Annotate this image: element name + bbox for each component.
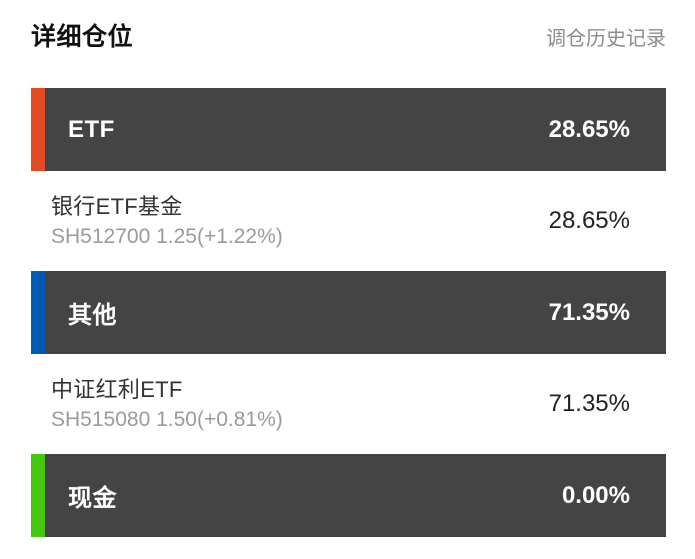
panel-content: 详细仓位 调仓历史记录 ETF 28.65% 银行ETF基金 SH512700 1.2… <box>31 0 666 537</box>
category-row: 其他 71.35% <box>31 271 666 354</box>
holding-detail: SH512700 1.25(+1.22%) <box>51 224 283 248</box>
holding-detail: SH515080 1.50(+0.81%) <box>51 407 283 431</box>
category-label: 现金 <box>68 485 117 512</box>
holding-text: 银行ETF基金 SH512700 1.25(+1.22%) <box>51 192 283 251</box>
positions-table: ETF 28.65% 银行ETF基金 SH512700 1.25(+1.22%) 28.… <box>31 88 666 537</box>
category-label: ETF <box>68 115 115 143</box>
accent-bar <box>31 271 45 354</box>
accent-bar <box>31 454 45 537</box>
holding-name: 中证红利ETF <box>51 376 183 402</box>
category-label: 其他 <box>68 302 117 329</box>
category-row: ETF 28.65% <box>31 88 666 171</box>
panel-header: 详细仓位 调仓历史记录 <box>31 22 666 52</box>
holding-row[interactable]: 中证红利ETF SH515080 1.50(+0.81%) 71.35% <box>31 354 666 454</box>
holding-name: 银行ETF基金 <box>51 193 183 219</box>
holding-row[interactable]: 银行ETF基金 SH512700 1.25(+1.22%) 28.65% <box>31 171 666 271</box>
category-percent: 28.65% <box>548 115 630 143</box>
category-row: 现金 0.00% <box>31 454 666 537</box>
holding-percent: 28.65% <box>548 207 630 234</box>
rebalance-history-link[interactable]: 调仓历史记录 <box>546 28 666 50</box>
holding-text: 中证红利ETF SH515080 1.50(+0.81%) <box>51 375 283 434</box>
holding-percent: 71.35% <box>548 390 630 417</box>
accent-bar <box>31 88 45 171</box>
page-title: 详细仓位 <box>31 23 134 51</box>
category-percent: 71.35% <box>548 298 630 326</box>
category-percent: 0.00% <box>561 481 630 509</box>
